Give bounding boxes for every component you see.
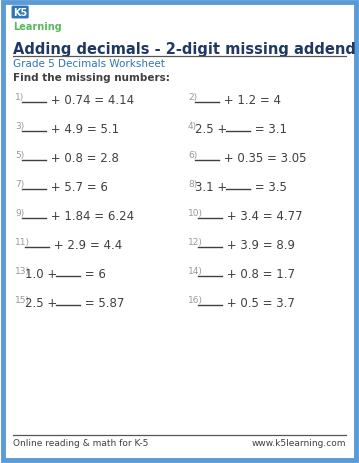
- Text: + 3.4 = 4.77: + 3.4 = 4.77: [223, 210, 303, 223]
- Text: + 3.9 = 8.9: + 3.9 = 8.9: [223, 238, 295, 251]
- Text: + 0.8 = 2.8: + 0.8 = 2.8: [47, 152, 119, 165]
- Text: Learning: Learning: [13, 22, 62, 32]
- Text: 1): 1): [15, 93, 24, 102]
- Text: + 0.8 = 1.7: + 0.8 = 1.7: [223, 268, 295, 281]
- Text: 7): 7): [15, 180, 24, 188]
- Text: 11): 11): [15, 238, 30, 246]
- Text: 9): 9): [15, 208, 24, 218]
- Text: K5: K5: [13, 8, 27, 18]
- Text: 5): 5): [15, 150, 24, 160]
- Text: + 0.5 = 3.7: + 0.5 = 3.7: [223, 296, 295, 309]
- Text: + 1.84 = 6.24: + 1.84 = 6.24: [47, 210, 134, 223]
- Text: = 3.5: = 3.5: [251, 181, 287, 194]
- Text: 6): 6): [188, 150, 197, 160]
- Text: 4): 4): [188, 122, 197, 131]
- Text: = 3.1: = 3.1: [251, 123, 287, 136]
- Text: + 1.2 = 4: + 1.2 = 4: [220, 94, 281, 107]
- Text: + 4.9 = 5.1: + 4.9 = 5.1: [47, 123, 119, 136]
- Text: 1.0 +: 1.0 +: [25, 268, 61, 281]
- Text: 14): 14): [188, 266, 203, 275]
- Text: 3.1 +: 3.1 +: [195, 181, 231, 194]
- Text: Grade 5 Decimals Worksheet: Grade 5 Decimals Worksheet: [13, 59, 165, 69]
- Text: 2.5 +: 2.5 +: [25, 296, 61, 309]
- Text: 12): 12): [188, 238, 203, 246]
- Text: + 2.9 = 4.4: + 2.9 = 4.4: [50, 238, 122, 251]
- Text: 2): 2): [188, 93, 197, 102]
- Text: = 5.87: = 5.87: [81, 296, 125, 309]
- FancyBboxPatch shape: [3, 3, 356, 460]
- Text: 13): 13): [15, 266, 30, 275]
- Text: 16): 16): [188, 295, 203, 304]
- Text: = 6: = 6: [81, 268, 106, 281]
- Text: www.k5learning.com: www.k5learning.com: [252, 438, 346, 447]
- Text: 10): 10): [188, 208, 203, 218]
- Text: 2.5 +: 2.5 +: [195, 123, 231, 136]
- Text: + 5.7 = 6: + 5.7 = 6: [47, 181, 108, 194]
- Text: Find the missing numbers:: Find the missing numbers:: [13, 73, 170, 83]
- Text: 15): 15): [15, 295, 30, 304]
- Text: + 0.74 = 4.14: + 0.74 = 4.14: [47, 94, 134, 107]
- Text: Adding decimals - 2-digit missing addend - harder: Adding decimals - 2-digit missing addend…: [13, 42, 359, 57]
- Text: 3): 3): [15, 122, 24, 131]
- Text: + 0.35 = 3.05: + 0.35 = 3.05: [220, 152, 307, 165]
- Text: 8): 8): [188, 180, 197, 188]
- Text: Online reading & math for K-5: Online reading & math for K-5: [13, 438, 148, 447]
